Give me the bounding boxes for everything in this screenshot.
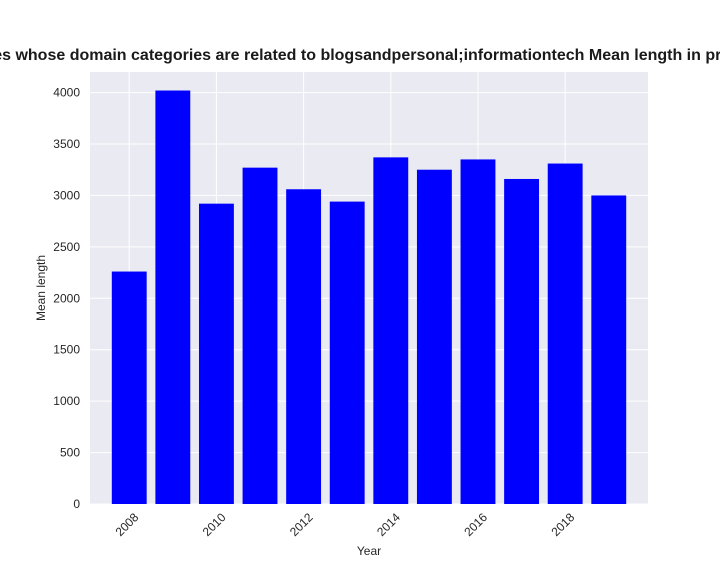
x-tick-label: 2016 — [461, 510, 490, 539]
y-tick-label: 2500 — [53, 240, 80, 254]
x-tick-label: 2018 — [549, 510, 578, 539]
x-tick-label: 2014 — [374, 510, 403, 539]
bar-2010 — [198, 203, 234, 504]
bar-2013 — [329, 201, 365, 504]
bar-2014 — [373, 157, 409, 504]
y-tick-label: 2000 — [53, 291, 80, 305]
y-tick-label: 0 — [73, 497, 80, 511]
x-tick-label: 2010 — [200, 510, 229, 539]
y-tick-label: 1500 — [53, 343, 80, 357]
x-axis-label: Year — [357, 544, 381, 558]
y-tick-label: 1000 — [53, 394, 80, 408]
bar-2008 — [111, 271, 147, 504]
chart-title-text: Mean length of policies whose domain cat… — [0, 47, 720, 64]
y-tick-label: 500 — [60, 446, 80, 460]
x-tick-labels: 2008 2010 2012 2014 2016 2018 — [113, 510, 578, 539]
bar-2017 — [504, 178, 540, 504]
y-tick-label: 4000 — [53, 86, 80, 100]
bar-2018 — [547, 163, 583, 505]
y-tick-labels: 0 500 1000 1500 2000 2500 3000 3500 4000 — [53, 86, 80, 511]
bar-2011 — [242, 167, 278, 504]
bar-2019 — [591, 195, 627, 504]
y-axis-label: Mean length — [34, 255, 48, 321]
chart-title: Mean length of policies whose domain cat… — [0, 47, 720, 69]
y-tick-label: 3000 — [53, 188, 80, 202]
bars — [111, 90, 627, 505]
bar-2015 — [416, 169, 452, 504]
y-tick-label: 3500 — [53, 137, 80, 151]
x-tick-label: 2008 — [113, 510, 142, 539]
bar-2012 — [286, 189, 322, 504]
bar-2016 — [460, 159, 496, 504]
bar-2009 — [155, 90, 191, 504]
x-tick-label: 2012 — [287, 510, 316, 539]
